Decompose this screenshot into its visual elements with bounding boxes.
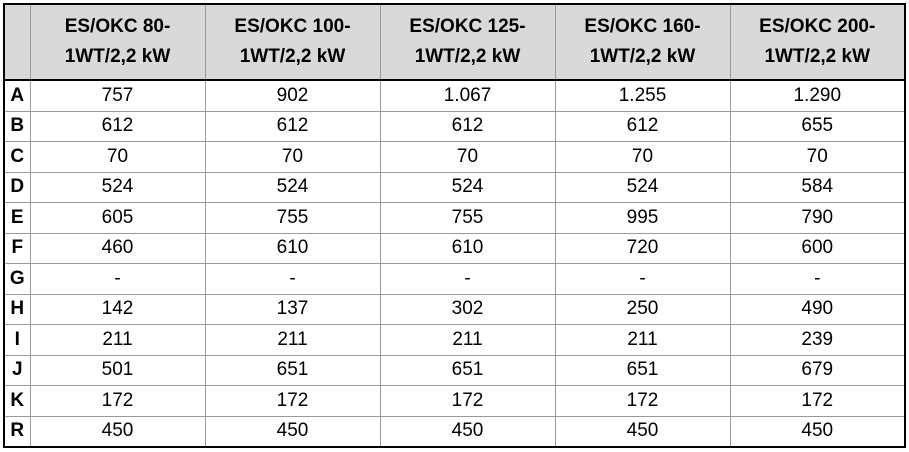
table-cell: 524 — [29, 171, 206, 203]
table-row: E 605 755 755 995 790 — [3, 202, 906, 234]
table-cell: 70 — [204, 141, 381, 173]
table-cell: - — [554, 263, 731, 295]
table-cell: 172 — [729, 385, 906, 417]
row-label: K — [3, 385, 31, 417]
table-cell: 172 — [554, 385, 731, 417]
table-cell: 172 — [29, 385, 206, 417]
table-cell: 612 — [29, 110, 206, 142]
table-cell: 302 — [379, 293, 556, 325]
table-cell: 720 — [554, 232, 731, 264]
table-cell: 70 — [729, 141, 906, 173]
column-header: ES/OKC 80-1WT/2,2 kW — [29, 3, 206, 81]
table-cell: 211 — [29, 324, 206, 356]
spec-table-container: ES/OKC 80-1WT/2,2 kW ES/OKC 100-1WT/2,2 k… — [3, 3, 906, 448]
column-header: ES/OKC 160-1WT/2,2 kW — [554, 3, 731, 81]
table-cell: 1.255 — [554, 79, 731, 112]
table-cell: 172 — [379, 385, 556, 417]
table-cell: 172 — [204, 385, 381, 417]
table-cell: 137 — [204, 293, 381, 325]
row-label: F — [3, 232, 31, 264]
table-row: K 172 172 172 172 172 — [3, 385, 906, 417]
table-cell: 524 — [204, 171, 381, 203]
table-cell: 211 — [379, 324, 556, 356]
table-row: D 524 524 524 524 584 — [3, 171, 906, 203]
table-cell: 450 — [554, 415, 731, 448]
table-cell: 612 — [379, 110, 556, 142]
table-row: G----- — [3, 263, 906, 295]
column-header: ES/OKC 200-1WT/2,2 kW — [729, 3, 906, 81]
table-cell: 1.290 — [729, 79, 906, 112]
table-row: C 70 70 70 70 70 — [3, 141, 906, 173]
table-cell: 142 — [29, 293, 206, 325]
table-cell: 679 — [729, 354, 906, 386]
table-cell: 612 — [204, 110, 381, 142]
table-cell: 605 — [29, 202, 206, 234]
row-label: I — [3, 324, 31, 356]
table-cell: 600 — [729, 232, 906, 264]
table-cell: - — [204, 263, 381, 295]
table-cell: 450 — [379, 415, 556, 448]
table-cell: 70 — [554, 141, 731, 173]
row-label: C — [3, 141, 31, 173]
table-cell: 460 — [29, 232, 206, 264]
table-cell: 651 — [204, 354, 381, 386]
table-cell: 70 — [29, 141, 206, 173]
table-cell: 450 — [204, 415, 381, 448]
table-row: H 142 137 302 250 490 — [3, 293, 906, 325]
table-cell: 211 — [554, 324, 731, 356]
table-cell: 610 — [379, 232, 556, 264]
row-label: D — [3, 171, 31, 203]
row-label: A — [3, 79, 31, 112]
table-cell: - — [29, 263, 206, 295]
table-cell: - — [729, 263, 906, 295]
table-cell: 651 — [554, 354, 731, 386]
table-cell: 655 — [729, 110, 906, 142]
table-cell: 239 — [729, 324, 906, 356]
table-cell: 524 — [379, 171, 556, 203]
row-label: E — [3, 202, 31, 234]
table-cell: 790 — [729, 202, 906, 234]
column-header: ES/OKC 125-1WT/2,2 kW — [379, 3, 556, 81]
table-cell: 757 — [29, 79, 206, 112]
table-row: B 612 612 612 612 655 — [3, 110, 906, 142]
table-cell: 490 — [729, 293, 906, 325]
table-cell: 450 — [29, 415, 206, 448]
header-row: ES/OKC 80-1WT/2,2 kW ES/OKC 100-1WT/2,2 k… — [3, 3, 906, 81]
table-row: R 450 450 450 450 450 — [3, 415, 906, 448]
table-cell: 610 — [204, 232, 381, 264]
table-cell: 755 — [204, 202, 381, 234]
table-cell: 612 — [554, 110, 731, 142]
table-cell: 450 — [729, 415, 906, 448]
table-cell: 584 — [729, 171, 906, 203]
table-cell: 995 — [554, 202, 731, 234]
row-label: G — [3, 263, 31, 295]
table-cell: 501 — [29, 354, 206, 386]
table-cell: 250 — [554, 293, 731, 325]
column-header: ES/OKC 100-1WT/2,2 kW — [204, 3, 381, 81]
table-cell: 211 — [204, 324, 381, 356]
table-cell: 902 — [204, 79, 381, 112]
table-cell: 755 — [379, 202, 556, 234]
row-label: B — [3, 110, 31, 142]
corner-cell — [3, 3, 31, 81]
table-cell: 70 — [379, 141, 556, 173]
row-label: J — [3, 354, 31, 386]
table-row: I 211 211 211 211 239 — [3, 324, 906, 356]
row-label: R — [3, 415, 31, 448]
table-cell: 651 — [379, 354, 556, 386]
spec-table: ES/OKC 80-1WT/2,2 kW ES/OKC 100-1WT/2,2 k… — [3, 3, 906, 448]
table-cell: 1.067 — [379, 79, 556, 112]
table-cell: - — [379, 263, 556, 295]
table-row: A 757 902 1.067 1.255 1.290 — [3, 79, 906, 112]
table-row: J 501 651 651 651 679 — [3, 354, 906, 386]
row-label: H — [3, 293, 31, 325]
table-cell: 524 — [554, 171, 731, 203]
table-row: F 460 610 610 720 600 — [3, 232, 906, 264]
